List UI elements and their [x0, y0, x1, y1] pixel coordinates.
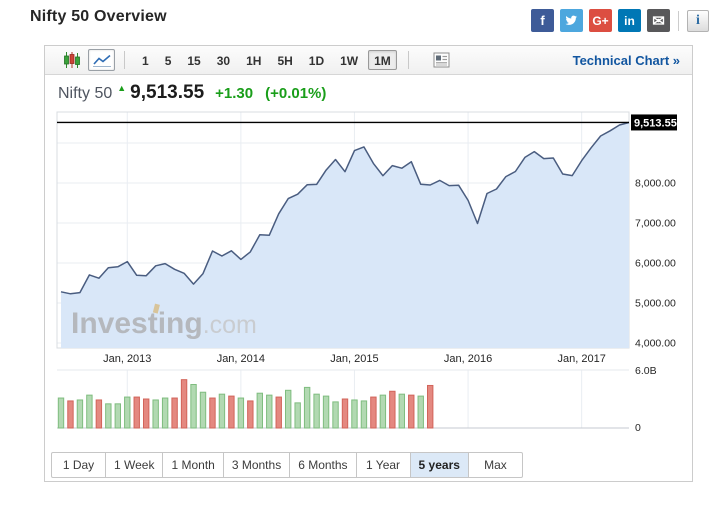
last-price: 9,513.55 [130, 82, 205, 103]
range-button-max[interactable]: Max [467, 452, 523, 478]
svg-text:5,000.00: 5,000.00 [635, 298, 676, 310]
quote-row: Nifty 50 ▲ 9,513.55 +1.30 (+0.01%) [58, 82, 338, 106]
news-icon [433, 52, 450, 68]
chart-toolbar: 1 5 15 30 1H 5H 1D 1W 1M Technical Chart » [45, 46, 692, 75]
interval-button-15[interactable]: 15 [187, 54, 201, 68]
price-chart-canvas[interactable]: Investing.com 9,513.55 8,000.00 7,000.00 6,0… [45, 106, 692, 436]
divider [124, 51, 125, 69]
price-series: Investing.com 9,513.55 [57, 114, 677, 348]
interval-button-30[interactable]: 30 [216, 54, 231, 68]
divider [407, 51, 409, 69]
svg-text:Jan, 2015: Jan, 2015 [330, 353, 378, 365]
twitter-share-icon[interactable] [560, 9, 583, 32]
interval-button-5H[interactable]: 5H [277, 54, 293, 68]
page-title: Nifty 50 Overview [30, 8, 167, 25]
current-price-badge: 9,513.55 [631, 114, 677, 131]
divider [678, 10, 679, 31]
line-chart-icon [92, 54, 111, 67]
price-line [60, 121, 630, 295]
price-change-percent: (+0.01%) [265, 85, 327, 102]
range-button-5-years[interactable]: 5 years [409, 452, 469, 478]
axis-labels: 8,000.00 7,000.00 6,000.00 5,000.00 4,000.00… [103, 178, 676, 435]
svg-text:0: 0 [635, 422, 641, 434]
candlestick-icon [64, 52, 80, 68]
svg-text:6,000.00: 6,000.00 [635, 258, 676, 270]
svg-text:8,000.00: 8,000.00 [635, 178, 676, 190]
range-button-3-months[interactable]: 3 Months [222, 452, 291, 478]
svg-text:Investing.com: Investing.com [71, 307, 257, 340]
technical-chart-link[interactable]: Technical Chart » [572, 52, 680, 68]
interval-button-1[interactable]: 1 [142, 54, 149, 68]
svg-text:Jan, 2013: Jan, 2013 [103, 353, 151, 365]
instrument-name: Nifty 50 [58, 85, 113, 102]
range-button-1-week[interactable]: 1 Week [105, 452, 164, 478]
info-icon[interactable]: i [687, 9, 709, 32]
news-panel-button[interactable] [430, 49, 454, 71]
svg-text:Jan, 2014: Jan, 2014 [217, 353, 265, 365]
volume-bars [57, 379, 434, 429]
svg-text:6.0B: 6.0B [635, 365, 657, 377]
svg-text:Jan, 2016: Jan, 2016 [444, 353, 492, 365]
googleplus-share-icon[interactable]: G+ [589, 9, 612, 32]
range-button-6-months[interactable]: 6 Months [289, 452, 357, 478]
range-button-1-month[interactable]: 1 Month [162, 452, 224, 478]
range-button-1-year[interactable]: 1 Year [355, 452, 411, 478]
chart-widget: 1 5 15 30 1H 5H 1D 1W 1M Technical Chart » Nifty… [44, 45, 693, 482]
linkedin-share-icon[interactable]: in [618, 9, 641, 32]
time-range-bar: 1 Day 1 Week 1 Month 3 Months 6 Months 1 Year… [51, 452, 523, 478]
investing-com-watermark: Investing.com [71, 303, 257, 340]
svg-text:7,000.00: 7,000.00 [635, 218, 676, 230]
interval-button-1W[interactable]: 1W [340, 54, 359, 68]
area-fill [61, 122, 629, 348]
facebook-share-icon[interactable]: f [531, 9, 554, 32]
interval-button-1M[interactable]: 1M [368, 50, 397, 70]
chart-area[interactable]: Investing.com 9,513.55 8,000.00 7,000.00 6,0… [45, 106, 692, 436]
interval-button-1H[interactable]: 1H [246, 54, 262, 68]
svg-text:4,000.00: 4,000.00 [635, 338, 676, 350]
svg-text:Jan, 2017: Jan, 2017 [558, 353, 606, 365]
range-button-1-day[interactable]: 1 Day [51, 452, 106, 478]
social-share-bar: f G+ in ✉ i [525, 9, 709, 32]
price-change: +1.30 [215, 85, 254, 102]
line-chart-type-button-selected[interactable] [88, 49, 115, 71]
email-share-icon[interactable]: ✉ [647, 9, 670, 32]
svg-text:9,513.55: 9,513.55 [634, 117, 677, 129]
up-arrow-icon: ▲ [117, 83, 127, 93]
interval-button-5[interactable]: 5 [164, 54, 172, 68]
candlestick-chart-type-button[interactable] [60, 49, 84, 71]
interval-button-1D[interactable]: 1D [308, 54, 325, 68]
